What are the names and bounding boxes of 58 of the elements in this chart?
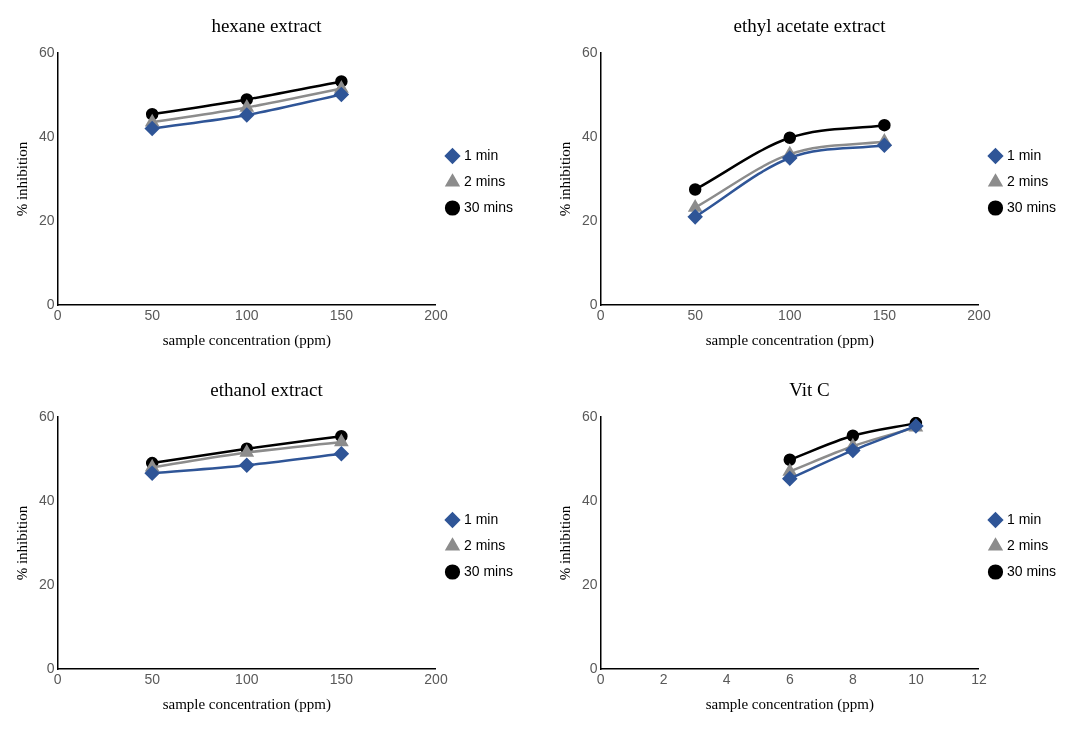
x-tick-label: 100 — [778, 307, 802, 324]
y-tick-label: 20 — [38, 211, 55, 228]
y-tick-label: 60 — [38, 43, 55, 60]
y-axis-title: % inhibition — [556, 505, 573, 581]
x-tick-label: 2 — [659, 671, 668, 688]
legend-label: 1 min — [463, 146, 499, 163]
legend-label: 30 mins — [1006, 562, 1057, 579]
y-axis-title: % inhibition — [13, 505, 30, 581]
x-axis-title: sample concentration (ppm) — [162, 331, 331, 349]
y-tick-label: 0 — [589, 296, 598, 313]
legend-label: 1 min — [1006, 146, 1042, 163]
legend-label: 1 min — [463, 510, 499, 527]
chart-title: ethanol extract — [210, 379, 324, 401]
x-tick-label: 100 — [235, 671, 259, 688]
y-tick-label: 40 — [581, 491, 598, 508]
legend-label: 2 mins — [1006, 172, 1049, 189]
legend-label: 2 mins — [463, 172, 506, 189]
x-tick-label: 150 — [329, 671, 354, 688]
chart-title: Vit C — [789, 379, 830, 401]
x-tick-label: 50 — [144, 671, 161, 688]
x-tick-label: 100 — [235, 307, 259, 324]
x-tick-label: 50 — [687, 307, 704, 324]
x-tick-label: 6 — [785, 671, 794, 688]
legend-label: 2 mins — [1006, 536, 1049, 553]
y-tick-label: 40 — [38, 491, 55, 508]
y-tick-label: 0 — [46, 660, 55, 677]
legend-label: 30 mins — [463, 198, 514, 215]
y-tick-label: 0 — [589, 660, 598, 677]
y-tick-label: 40 — [581, 127, 598, 144]
y-tick-label: 60 — [38, 407, 55, 424]
legend-label: 2 mins — [463, 536, 506, 553]
y-tick-label: 20 — [581, 575, 598, 592]
y-tick-label: 60 — [581, 407, 598, 424]
y-tick-label: 0 — [46, 296, 55, 313]
y-tick-label: 40 — [38, 127, 55, 144]
x-tick-label: 200 — [424, 307, 448, 324]
x-tick-label: 8 — [848, 671, 857, 688]
legend-label: 30 mins — [463, 562, 514, 579]
x-axis-title: sample concentration (ppm) — [705, 331, 874, 349]
x-tick-label: 4 — [722, 671, 731, 688]
legend-label: 30 mins — [1006, 198, 1057, 215]
x-tick-label: 10 — [908, 671, 924, 688]
y-tick-label: 20 — [581, 211, 598, 228]
x-tick-label: 50 — [144, 307, 161, 324]
x-tick-label: 200 — [424, 671, 448, 688]
x-tick-label: 150 — [329, 307, 354, 324]
x-tick-label: 12 — [971, 671, 987, 688]
y-axis-title: % inhibition — [13, 141, 30, 217]
y-tick-label: 60 — [581, 43, 598, 60]
chart-title: hexane extract — [211, 15, 323, 37]
y-tick-label: 20 — [38, 575, 55, 592]
x-tick-label: 150 — [872, 307, 897, 324]
y-axis-title: % inhibition — [556, 141, 573, 217]
chart-title: ethyl acetate extract — [733, 15, 887, 37]
x-tick-label: 200 — [967, 307, 991, 324]
x-axis-title: sample concentration (ppm) — [162, 695, 331, 713]
legend-label: 1 min — [1006, 510, 1042, 527]
x-axis-title: sample concentration (ppm) — [705, 695, 874, 713]
